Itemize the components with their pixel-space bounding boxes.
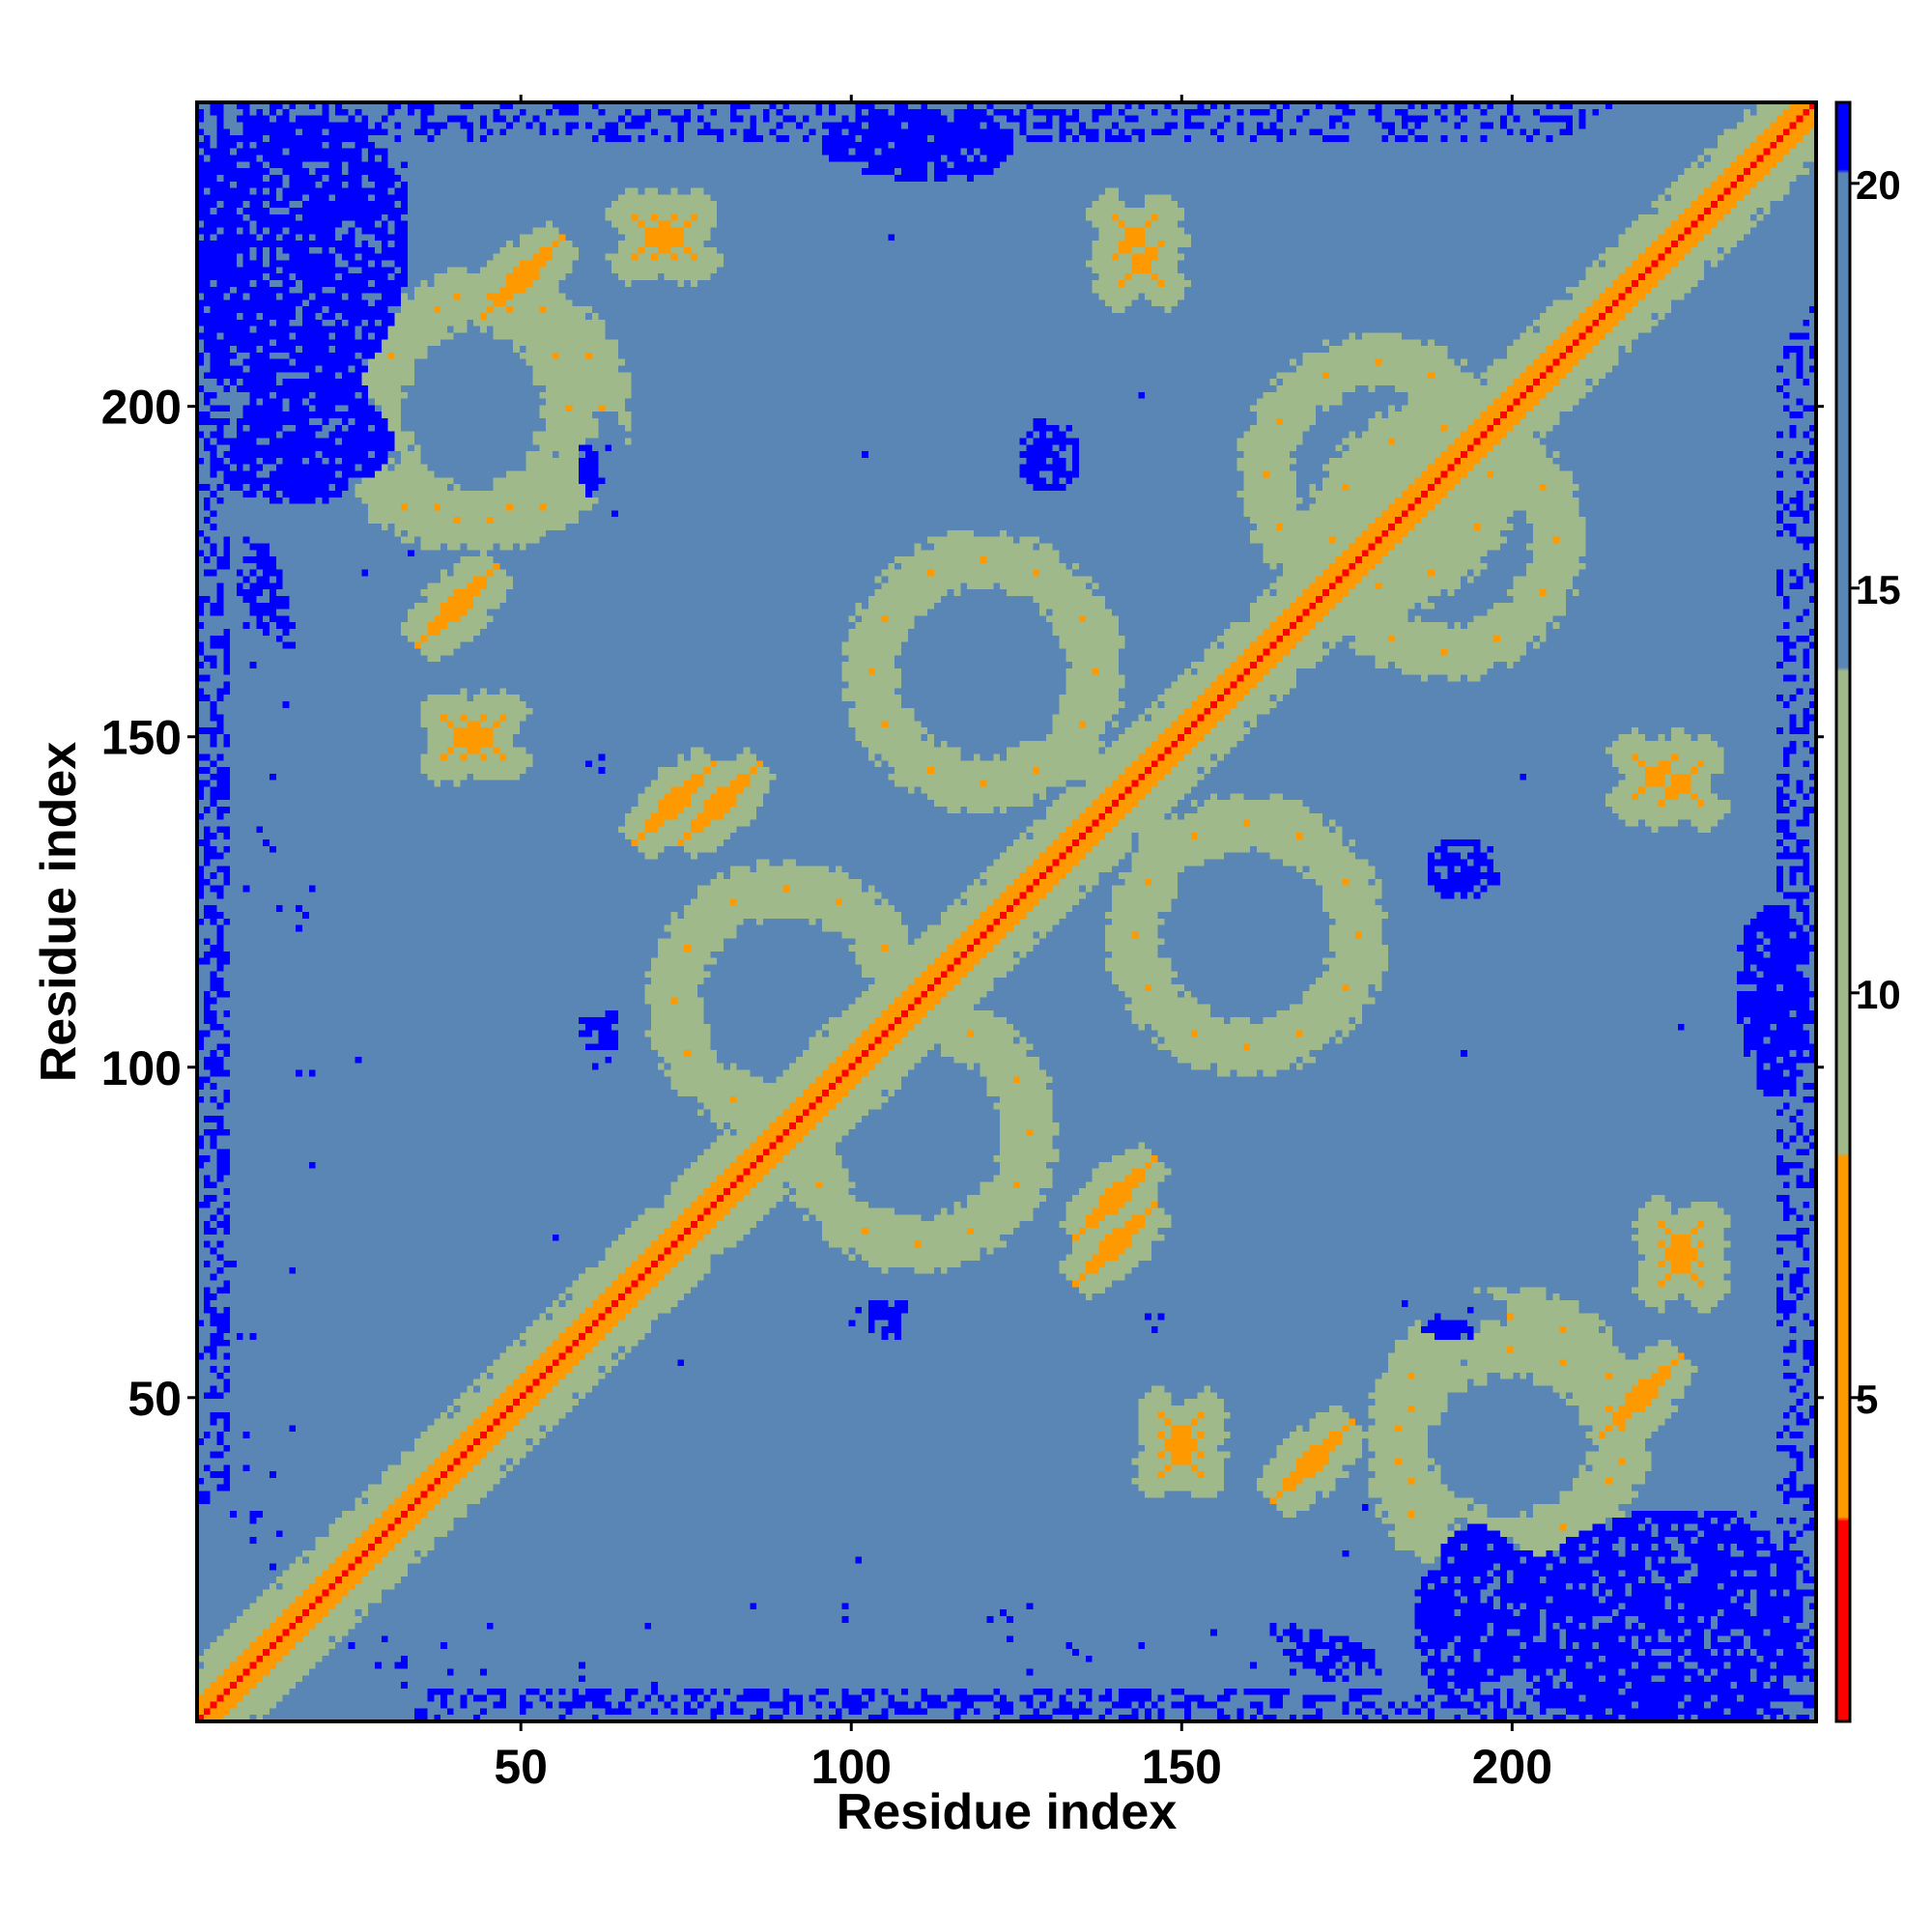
y-tick-label: 150 [101, 711, 182, 765]
colorbar-tick-label: 10 [1856, 972, 1901, 1017]
y-tick-label: 100 [101, 1041, 182, 1095]
colorbar-ticks: 5 10 15 20 [1850, 162, 1901, 1422]
x-tick-label: 50 [494, 1740, 548, 1794]
x-tick-label: 200 [1472, 1740, 1552, 1794]
colorbar-frame [1834, 100, 1852, 1723]
y-tick-label: 200 [101, 381, 182, 435]
x-tick-label: 100 [811, 1740, 892, 1794]
x-axis-title: Residue index [837, 1784, 1178, 1840]
x-tick-label: 150 [1142, 1740, 1222, 1794]
colorbar-tick-label: 15 [1856, 567, 1901, 612]
y-axis-title: Residue index [31, 742, 87, 1083]
colorbar-gradient [1836, 102, 1850, 1721]
colorbar-tick-label: 20 [1856, 162, 1901, 208]
x-axis-ticks: 50 100 150 200 [494, 95, 1552, 1794]
heatmap-cells [197, 102, 1816, 1721]
y-tick-label: 50 [128, 1372, 182, 1426]
colorbar-tick-label: 5 [1856, 1377, 1878, 1422]
plot-frame [195, 100, 1818, 1723]
y-axis-ticks: 50 100 150 200 [101, 381, 1824, 1426]
